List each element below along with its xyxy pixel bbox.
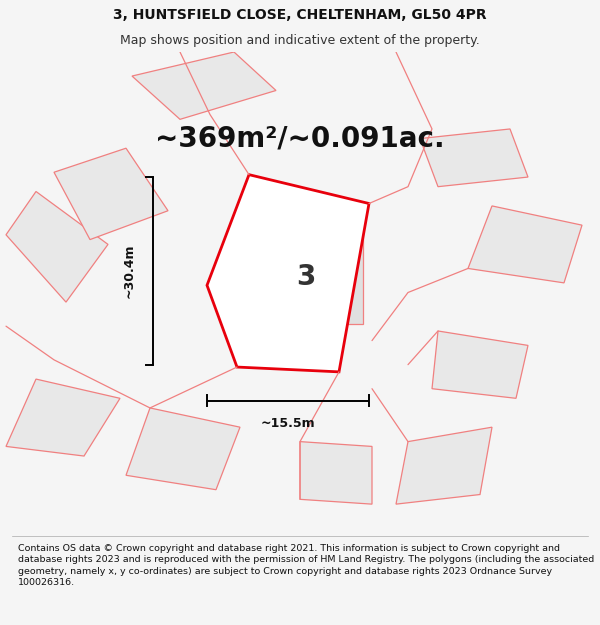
Polygon shape bbox=[249, 230, 363, 324]
Polygon shape bbox=[468, 206, 582, 283]
Polygon shape bbox=[207, 174, 369, 372]
Polygon shape bbox=[6, 191, 108, 302]
Polygon shape bbox=[132, 52, 276, 119]
Text: ~15.5m: ~15.5m bbox=[260, 418, 316, 431]
Text: 3: 3 bbox=[296, 263, 316, 291]
Text: Contains OS data © Crown copyright and database right 2021. This information is : Contains OS data © Crown copyright and d… bbox=[18, 544, 594, 588]
Polygon shape bbox=[126, 408, 240, 490]
Text: ~369m²/~0.091ac.: ~369m²/~0.091ac. bbox=[155, 124, 445, 152]
Polygon shape bbox=[300, 442, 372, 504]
Text: Map shows position and indicative extent of the property.: Map shows position and indicative extent… bbox=[120, 34, 480, 47]
Polygon shape bbox=[6, 379, 120, 456]
Text: 3, HUNTSFIELD CLOSE, CHELTENHAM, GL50 4PR: 3, HUNTSFIELD CLOSE, CHELTENHAM, GL50 4P… bbox=[113, 8, 487, 21]
Polygon shape bbox=[54, 148, 168, 239]
Polygon shape bbox=[396, 427, 492, 504]
Polygon shape bbox=[420, 129, 528, 187]
Polygon shape bbox=[432, 331, 528, 398]
Text: ~30.4m: ~30.4m bbox=[122, 244, 136, 298]
